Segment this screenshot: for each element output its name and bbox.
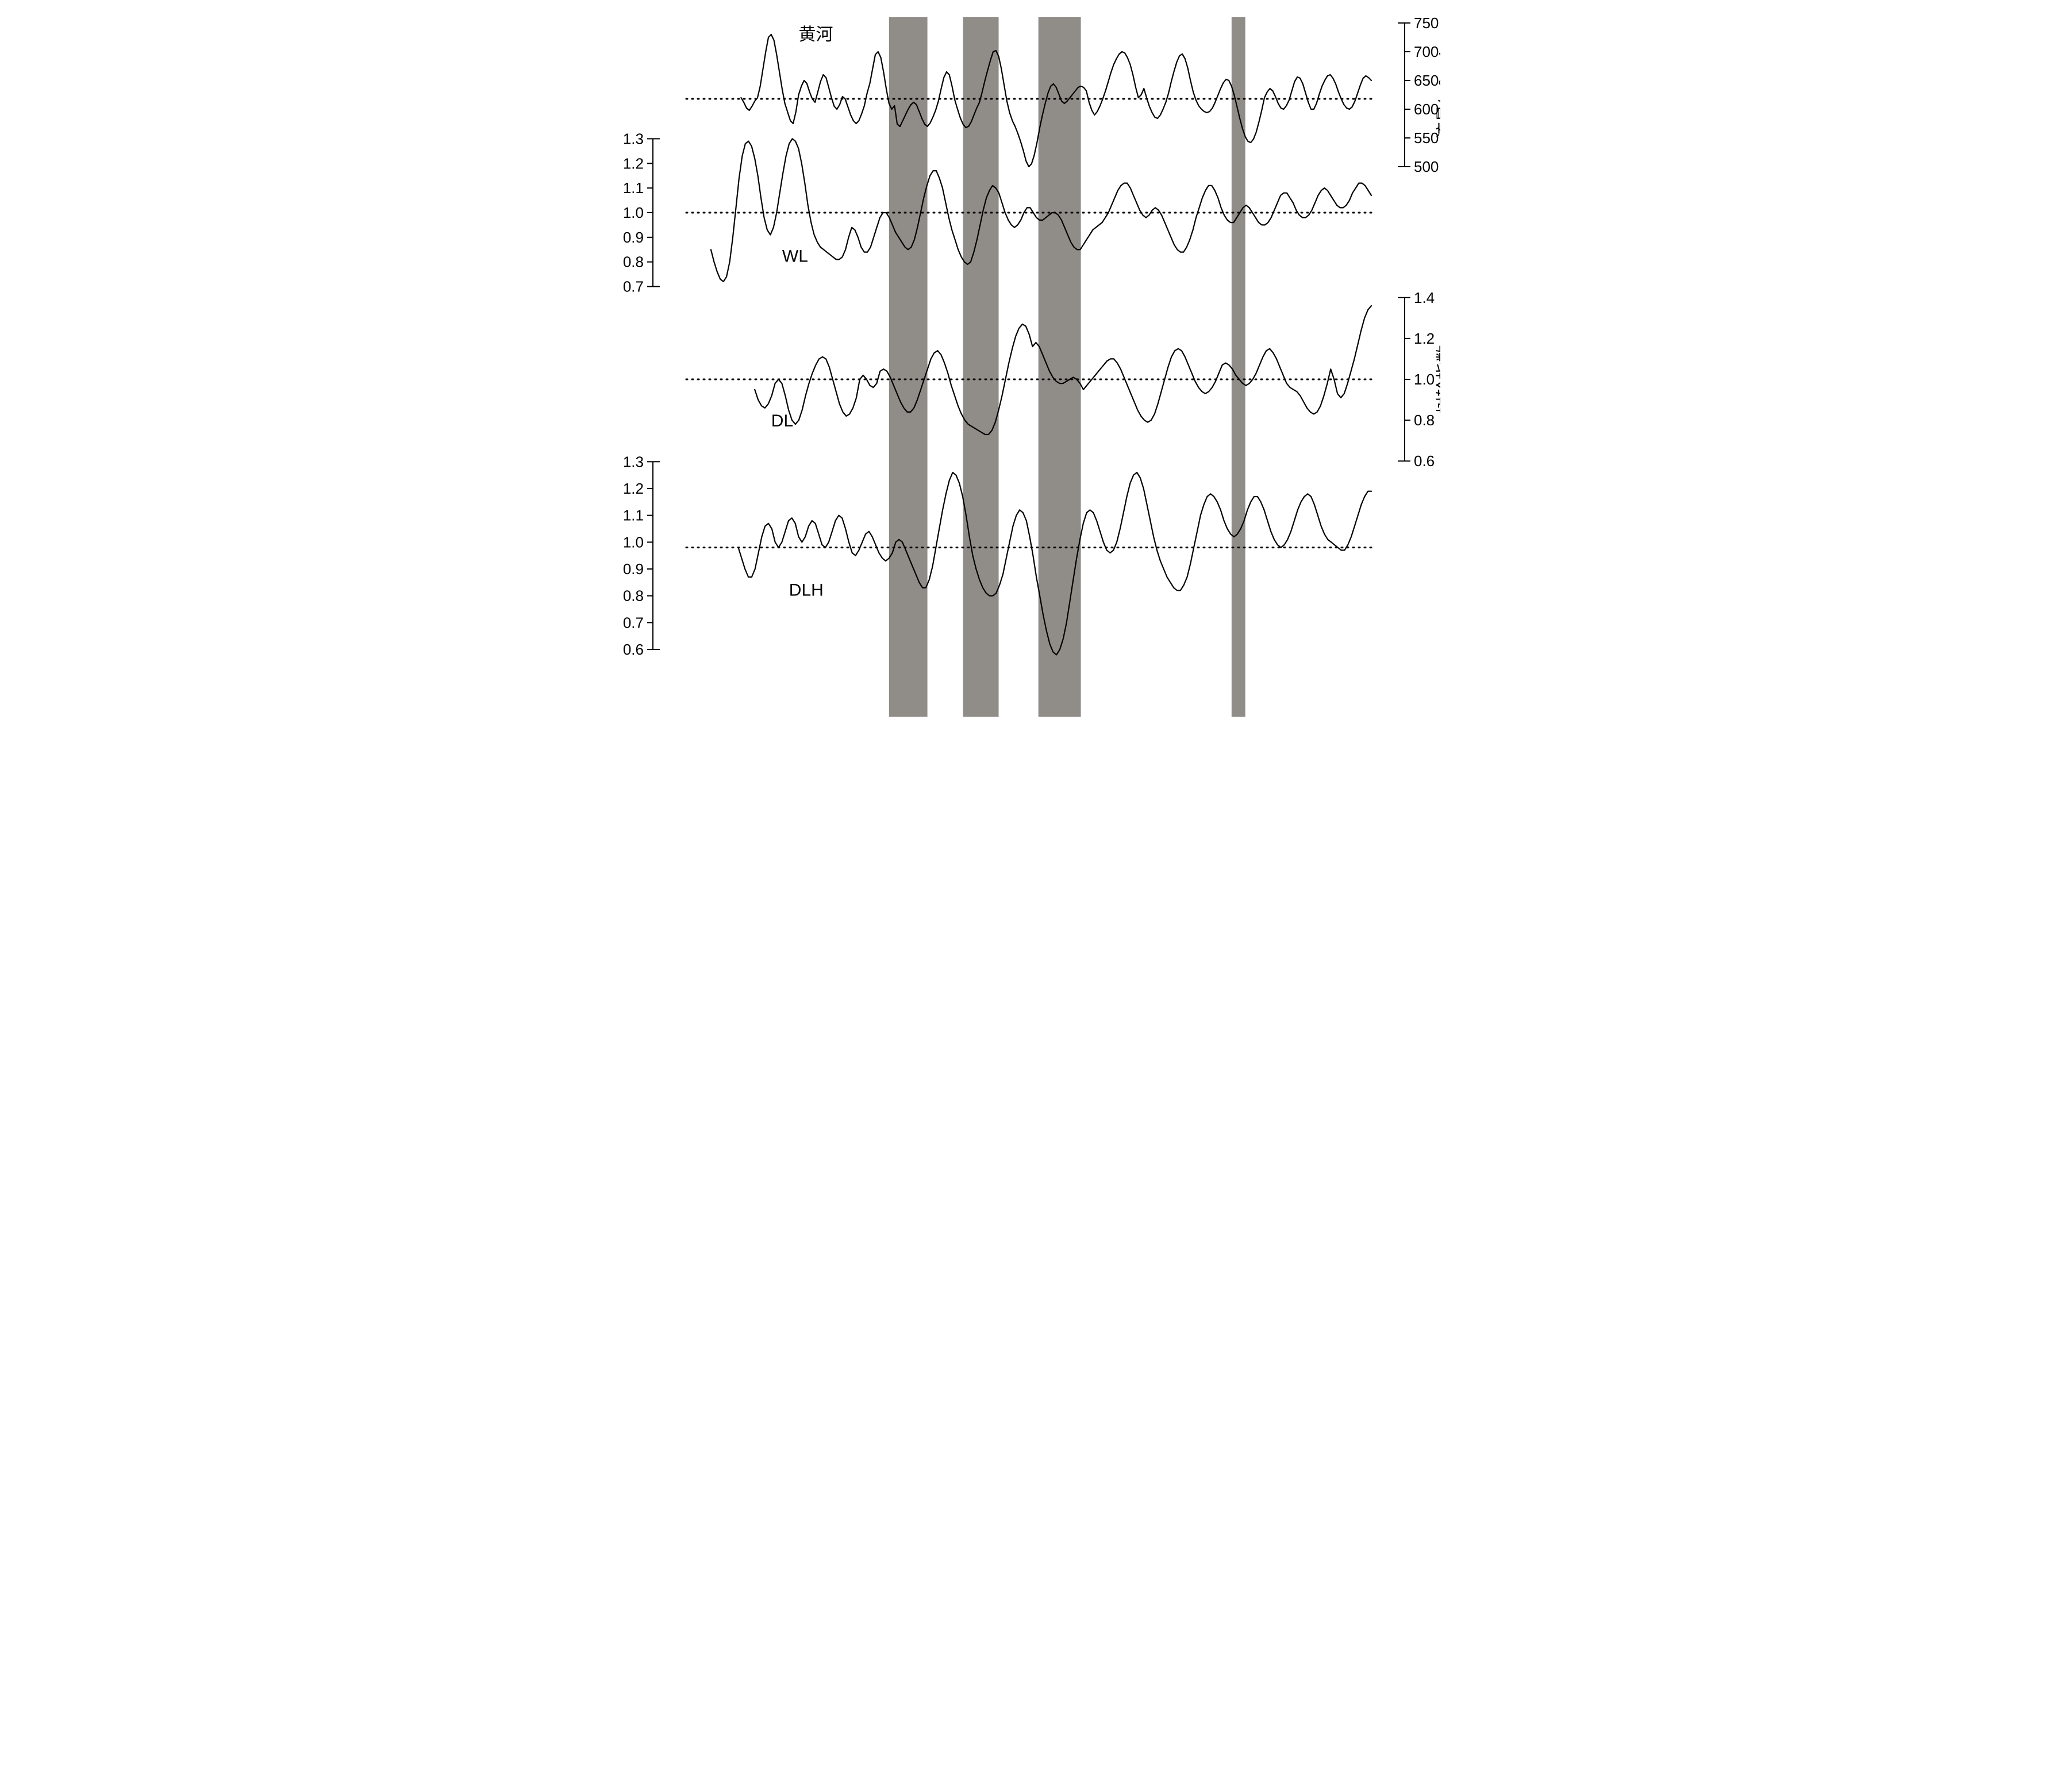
dlh-tick-label: 0.8 xyxy=(622,587,643,605)
dl-tick-label: 1.2 xyxy=(1414,330,1435,347)
wl-tick-label: 1.2 xyxy=(622,155,643,172)
shaded-band-3 xyxy=(1231,17,1245,717)
dl-axis-title: 树轮指数 xyxy=(1436,345,1440,414)
dlh-tick-label: 0.9 xyxy=(622,560,643,578)
dlh-tick-label: 1.1 xyxy=(622,507,643,524)
dlh-tick-label: 1.0 xyxy=(622,533,643,551)
shaded-band-2 xyxy=(1038,17,1081,717)
wl-tick-label: 0.8 xyxy=(622,253,643,271)
shaded-band-0 xyxy=(889,17,927,717)
dl-tick-label: 1.0 xyxy=(1414,371,1435,388)
dl-tick-label: 0.8 xyxy=(1414,412,1435,429)
wl-tick-label: 0.7 xyxy=(622,278,643,295)
dl-tick-label: 0.6 xyxy=(1414,452,1435,470)
wl-tick-label: 1.0 xyxy=(622,204,643,221)
huanghe-tick-label: 750 xyxy=(1414,14,1439,32)
axes: 500 550 600 650 700 750 流量/m³·s⁻¹ 0.7 0.8 0.9 1.0 1… xyxy=(617,14,1440,658)
huanghe-tick-label: 650 xyxy=(1414,72,1439,89)
dlh-tick-label: 0.7 xyxy=(622,614,643,631)
shaded-band-1 xyxy=(963,17,998,717)
wl-tick-label: 1.1 xyxy=(622,179,643,197)
dlh-tick-label: 0.6 xyxy=(622,641,643,658)
wl-tick-label: 0.9 xyxy=(622,229,643,246)
dl-tick-label: 1.4 xyxy=(1414,289,1435,306)
huanghe-axis-title: 流量/m³·s⁻¹ xyxy=(1436,51,1440,139)
huanghe-tick-label: 550 xyxy=(1414,129,1439,147)
huanghe-tick-label: 500 xyxy=(1414,158,1439,175)
shaded-bands xyxy=(889,17,1245,717)
dl-label: DL xyxy=(771,412,793,430)
huanghe-tick-label: 600 xyxy=(1414,101,1439,118)
wl-label: WL xyxy=(782,247,808,266)
huanghe-tick-label: 700 xyxy=(1414,43,1439,60)
wl-tick-label: 1.3 xyxy=(622,130,643,147)
labels: 黄河 WL DL DLH xyxy=(771,25,833,600)
dlh-label: DLH xyxy=(789,581,823,600)
huanghe-label: 黄河 xyxy=(798,25,833,44)
chart-svg: 500 550 600 650 700 750 流量/m³·s⁻¹ 0.7 0.8 0.9 1.0 1… xyxy=(617,0,1440,717)
dlh-tick-label: 1.2 xyxy=(622,480,643,497)
dlh-tick-label: 1.3 xyxy=(622,453,643,470)
